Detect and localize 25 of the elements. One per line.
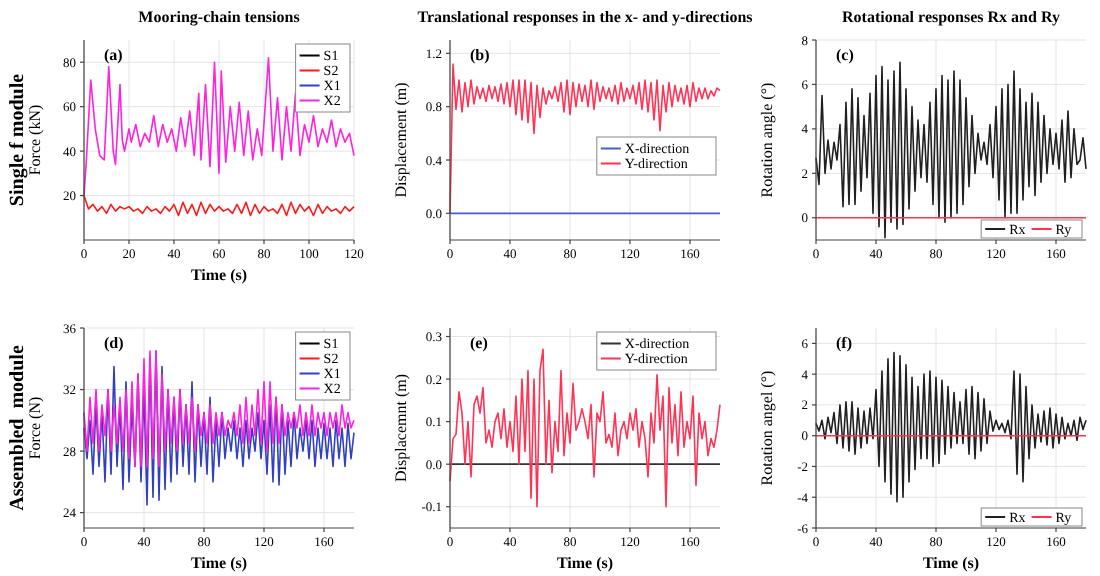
annotation: (f) [836, 334, 853, 352]
chart-title: Mooring-chain tensions [138, 8, 300, 26]
chart-title: Rotational responses Rx and Ry [842, 8, 1060, 26]
y-axis-title: Displacemnt (m) [392, 373, 410, 482]
line-series [815, 351, 1087, 503]
annotation: (a) [104, 46, 124, 64]
line-series [83, 194, 355, 217]
x-axis-title: Time (s) [556, 554, 614, 572]
y-axis-title: Rotation angle (°) [758, 81, 776, 198]
text: Single f module [7, 72, 29, 207]
y-axis-title: Displacement (m) [392, 81, 410, 198]
line-series [449, 348, 721, 508]
y-axis-title: Rotation angel (°) [758, 369, 776, 486]
x-axis-title: Time (s) [190, 554, 248, 572]
x-axis-title: Time (s) [922, 554, 980, 572]
text: Assembled module [7, 344, 29, 511]
annotation: (d) [104, 334, 125, 352]
annotation: (c) [836, 46, 855, 64]
annotation: (b) [470, 46, 491, 64]
x-axis-title: Time (s) [190, 266, 248, 284]
y-axis-title: Force (kN) [26, 104, 44, 176]
line-series [83, 350, 355, 468]
annotation: (e) [470, 334, 489, 352]
chart-title: Translational responses in the x- and y-directions [417, 8, 753, 26]
y-axis-title: Force (N) [26, 396, 44, 460]
